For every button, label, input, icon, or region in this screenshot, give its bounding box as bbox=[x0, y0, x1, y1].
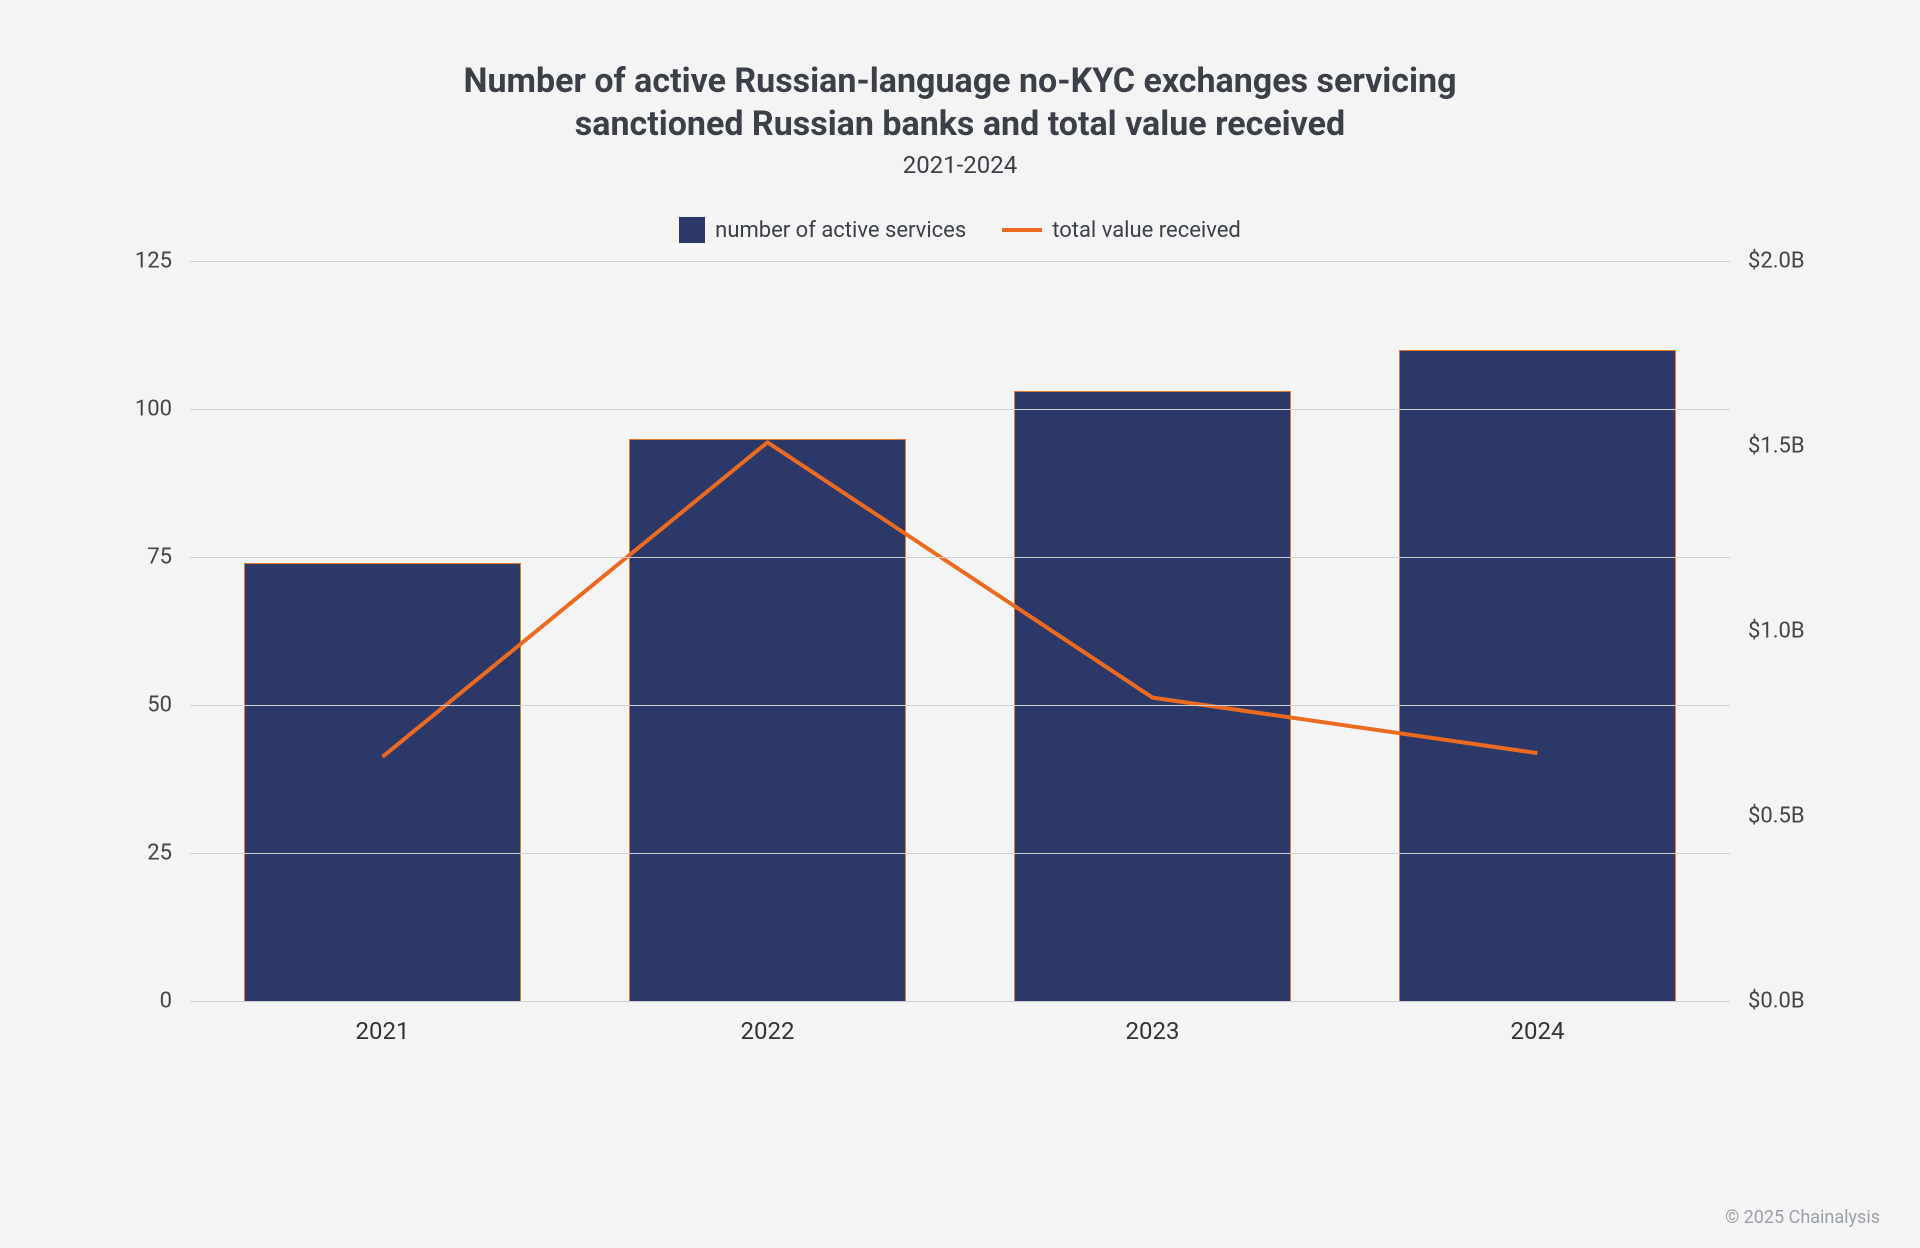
y-left-tick-label: 100 bbox=[110, 397, 190, 422]
y-left-tick-label: 50 bbox=[110, 693, 190, 718]
chart-container: Number of active Russian-language no-KYC… bbox=[0, 0, 1920, 1248]
y-right-tick-label: $2.0B bbox=[1730, 249, 1820, 274]
y-left-tick-label: 75 bbox=[110, 545, 190, 570]
grid-line bbox=[190, 409, 1730, 410]
legend-item-bars: number of active services bbox=[679, 217, 966, 243]
bar-slot bbox=[190, 261, 575, 1001]
y-left-tick-label: 125 bbox=[110, 249, 190, 274]
grid-line bbox=[190, 705, 1730, 706]
chart-subtitle: 2021-2024 bbox=[100, 151, 1820, 179]
y-right-tick-label: $0.0B bbox=[1730, 989, 1820, 1014]
y-right-tick-label: $1.0B bbox=[1730, 619, 1820, 644]
legend-bar-label: number of active services bbox=[715, 218, 966, 243]
y-left-tick-label: 0 bbox=[110, 989, 190, 1014]
x-tick-label: 2024 bbox=[1345, 1017, 1730, 1045]
y-right-tick-label: $0.5B bbox=[1730, 804, 1820, 829]
x-tick-label: 2022 bbox=[575, 1017, 960, 1045]
grid-line bbox=[190, 853, 1730, 854]
grid-line bbox=[190, 557, 1730, 558]
grid-line bbox=[190, 261, 1730, 262]
bar-slot bbox=[1345, 261, 1730, 1001]
bar-swatch-icon bbox=[679, 217, 705, 243]
bar-slot bbox=[960, 261, 1345, 1001]
bar bbox=[244, 563, 521, 1001]
bar bbox=[1014, 391, 1291, 1001]
x-axis-labels: 2021202220232024 bbox=[190, 1017, 1730, 1045]
title-block: Number of active Russian-language no-KYC… bbox=[100, 60, 1820, 179]
chart-title-line2: sanctioned Russian banks and total value… bbox=[100, 103, 1820, 146]
x-tick-label: 2023 bbox=[960, 1017, 1345, 1045]
bar bbox=[629, 439, 906, 1001]
y-left-tick-label: 25 bbox=[110, 841, 190, 866]
line-swatch-icon bbox=[1002, 228, 1042, 232]
bar bbox=[1399, 350, 1676, 1001]
grid-line bbox=[190, 1001, 1730, 1002]
bars-layer bbox=[190, 261, 1730, 1001]
legend-line-label: total value received bbox=[1052, 218, 1241, 243]
chart-title-line1: Number of active Russian-language no-KYC… bbox=[100, 60, 1820, 103]
legend-item-line: total value received bbox=[1002, 218, 1241, 243]
plot-area: 0255075100125$0.0B$0.5B$1.0B$1.5B$2.0B bbox=[190, 261, 1730, 1001]
copyright-footer: © 2025 Chainalysis bbox=[1725, 1207, 1880, 1228]
bar-slot bbox=[575, 261, 960, 1001]
x-tick-label: 2021 bbox=[190, 1017, 575, 1045]
y-right-tick-label: $1.5B bbox=[1730, 434, 1820, 459]
legend: number of active services total value re… bbox=[100, 217, 1820, 243]
